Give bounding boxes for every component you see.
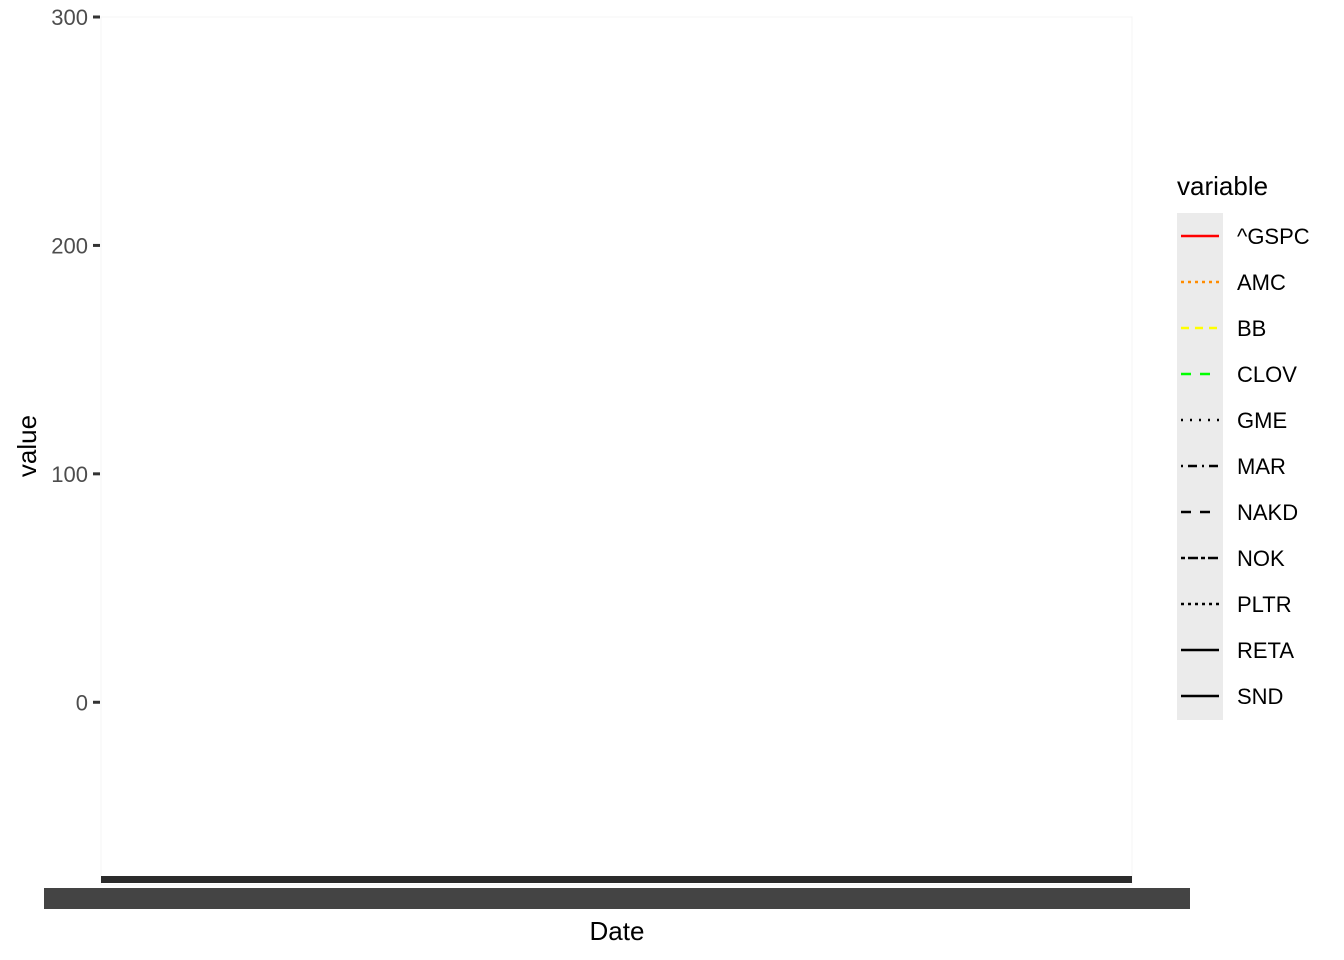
y-axis: 0 100 200 300 [51, 5, 100, 715]
legend-label: CLOV [1237, 362, 1297, 387]
legend-label: RETA [1237, 638, 1294, 663]
legend-label: NAKD [1237, 500, 1298, 525]
legend-label: BB [1237, 316, 1266, 341]
x-axis-title: Date [590, 916, 645, 946]
legend-label: MAR [1237, 454, 1286, 479]
legend-label: SND [1237, 684, 1283, 709]
y-tick-label: 300 [51, 5, 88, 30]
y-axis-title: value [12, 415, 42, 477]
legend-label: PLTR [1237, 592, 1292, 617]
x-tick-labels-overplotted [44, 888, 1190, 909]
plot-panel [100, 16, 1133, 886]
legend-label: GME [1237, 408, 1287, 433]
x-axis [44, 876, 1190, 909]
x-axis-line-band [101, 876, 1132, 883]
y-tick-label: 200 [51, 233, 88, 258]
legend-label: ^GSPC [1237, 224, 1310, 249]
legend-label: NOK [1237, 546, 1285, 571]
y-tick-label: 0 [76, 690, 88, 715]
y-tick-label: 100 [51, 462, 88, 487]
legend-title: variable [1177, 171, 1268, 201]
legend-label: AMC [1237, 270, 1286, 295]
legend: variable ^GSPC AMC BB CLOV GME MAR NAKD NOK PLTR… [1177, 171, 1310, 720]
